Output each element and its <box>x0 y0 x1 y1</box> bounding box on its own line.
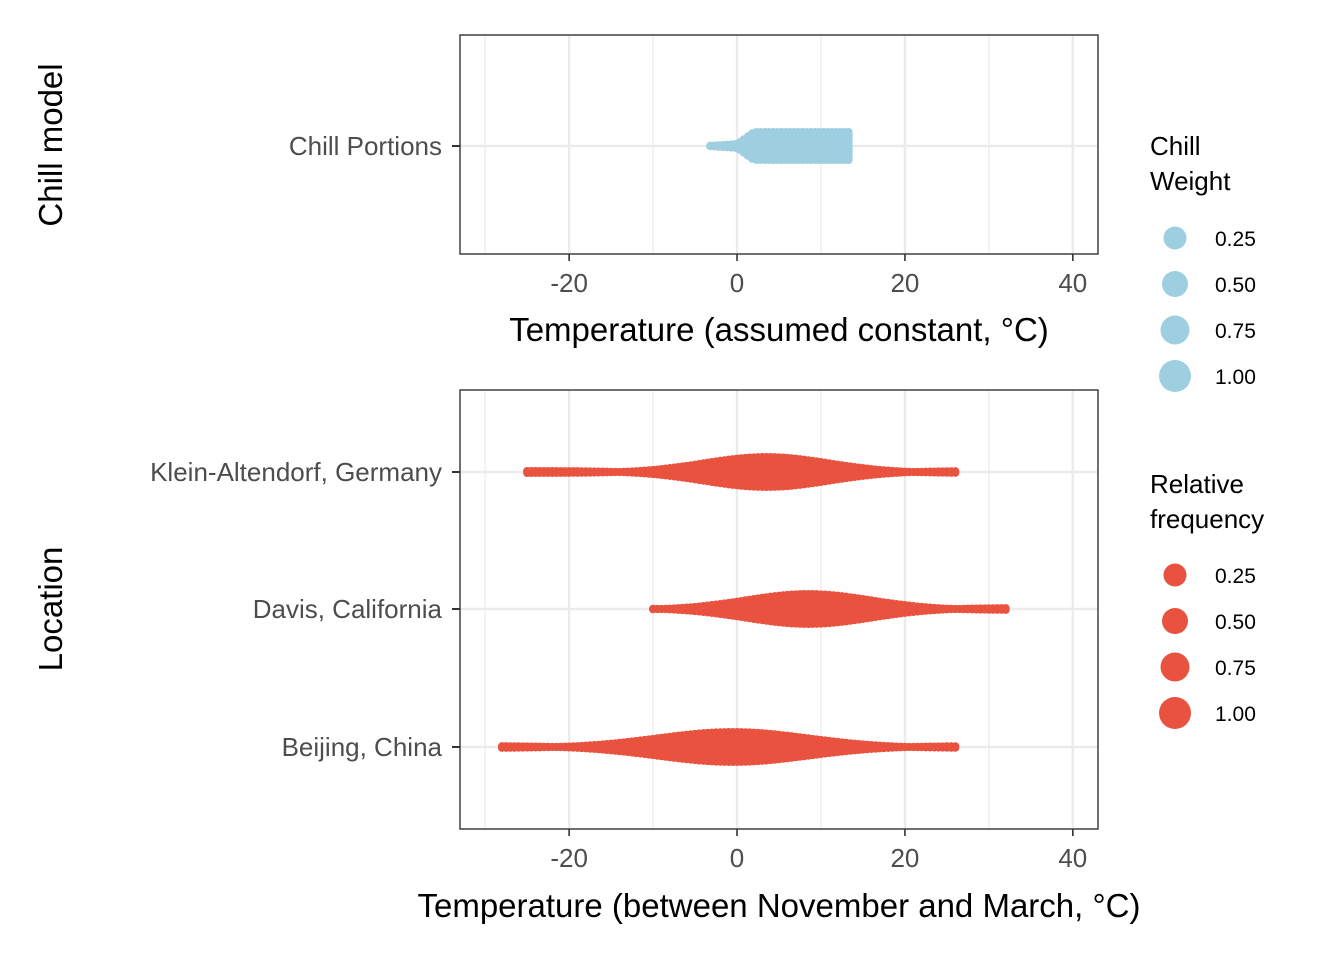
series-beijing-china <box>497 728 960 766</box>
legend-key-dot <box>1162 608 1188 634</box>
x-tick-label: 0 <box>730 843 744 873</box>
y-tick-label: Chill Portions <box>289 131 442 161</box>
x-axis-title: Temperature (between November and March,… <box>417 887 1140 924</box>
panel-border <box>459 34 1099 255</box>
legend-key-label: 0.75 <box>1215 657 1256 680</box>
legend-key-dot <box>1160 315 1190 345</box>
y-tick-label: Klein-Altendorf, Germany <box>150 457 442 487</box>
x-tick-label: -20 <box>550 268 588 298</box>
data-point <box>844 156 853 164</box>
x-tick-label: -20 <box>550 843 588 873</box>
y-axis-title: Location <box>32 547 69 672</box>
y-tick-label: Davis, California <box>253 594 443 624</box>
legend-key-label: 0.75 <box>1215 320 1256 343</box>
legend-key-dot <box>1159 360 1191 392</box>
data-point <box>951 467 960 476</box>
series-davis-california <box>649 590 1010 628</box>
x-tick-label: 40 <box>1058 843 1087 873</box>
legend-key-dot <box>1163 226 1187 250</box>
legend-key-dot <box>1160 652 1190 682</box>
legend-key-label: 0.50 <box>1215 611 1256 634</box>
relative-frequency-legend: Relative frequency 0.25 0.50 0.75 1.00 <box>1150 469 1264 729</box>
legend-key-dot <box>1159 697 1191 729</box>
legend-key-label: 1.00 <box>1215 366 1256 389</box>
legend-key-dot <box>1163 563 1187 587</box>
legend-title-line: Chill <box>1150 131 1201 161</box>
x-tick-label: 20 <box>890 843 919 873</box>
series-klein-altendorf-germany <box>523 453 960 491</box>
legend-key-dot <box>1162 271 1188 297</box>
chill-model-panel: -20 0 20 40 Chill Portions Temperature (assum… <box>32 34 1099 348</box>
legend-key-label: 0.25 <box>1215 228 1256 251</box>
location-panel: -20 0 20 40 Klein-Altendorf, Germany Davis, C… <box>32 389 1141 924</box>
y-axis-title: Chill model <box>32 63 69 226</box>
data-point <box>1001 604 1010 613</box>
legend-title-line: Weight <box>1150 166 1231 196</box>
legend-key-label: 0.25 <box>1215 565 1256 588</box>
series-chill-portions <box>706 128 853 164</box>
legend-title-line: frequency <box>1150 504 1264 534</box>
x-tick-label: 40 <box>1058 268 1087 298</box>
x-tick-label: 20 <box>890 268 919 298</box>
chill-weight-legend: Chill Weight 0.25 0.50 0.75 1.00 <box>1150 131 1256 392</box>
legend-title-line: Relative <box>1150 469 1244 499</box>
legend-key-label: 0.50 <box>1215 274 1256 297</box>
legend-key-label: 1.00 <box>1215 703 1256 726</box>
x-tick-label: 0 <box>730 268 744 298</box>
data-point <box>951 742 960 751</box>
y-tick-label: Beijing, China <box>282 732 443 762</box>
x-axis-title: Temperature (assumed constant, °C) <box>509 311 1049 348</box>
